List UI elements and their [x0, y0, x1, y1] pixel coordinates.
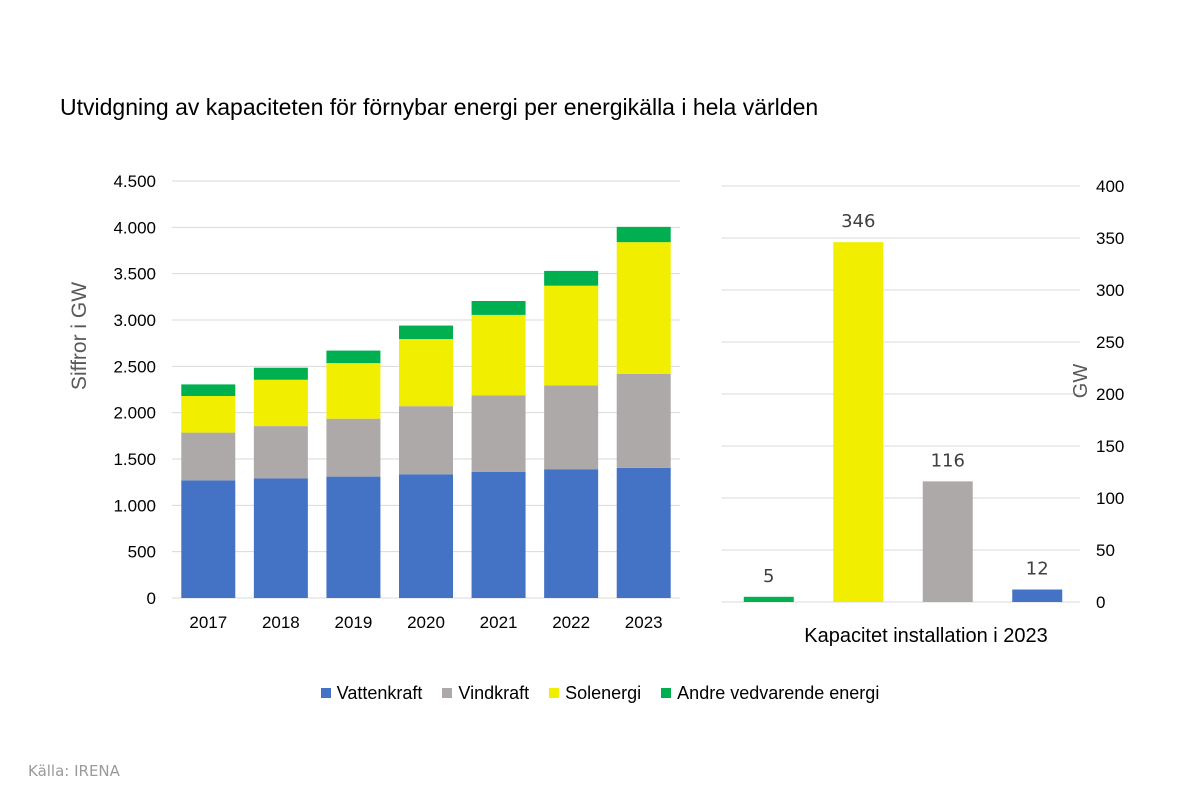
legend-label: Vattenkraft: [336, 682, 423, 703]
right-y-tick-label: 150: [1096, 437, 1124, 456]
legend-item-solenergi: Solenergi: [549, 683, 641, 704]
legend-label: Solenergi: [565, 682, 642, 703]
right-data-label: 12: [1026, 559, 1049, 580]
left-x-tick-label: 2017: [189, 613, 227, 632]
bar-2017-solenergi: [181, 395, 236, 433]
left-y-axis-label: Siffror i GW: [68, 282, 91, 390]
chart-title: Utvidgning av kapaciteten för förnybar e…: [60, 94, 819, 120]
right-data-label: 346: [841, 211, 875, 232]
bar-2023-vindkraft: [922, 481, 973, 602]
right-y-axis-label: GW: [1070, 364, 1092, 399]
bar-2023-vindkraft: [616, 373, 671, 468]
source-note: Källa: IRENA: [28, 762, 120, 780]
bar-2022-solenergi: [544, 285, 599, 386]
legend-label: Vindkraft: [458, 682, 530, 703]
stacked-capacity-chart: 0 500 1.000 1.500 2.000 2.500 3.000 3.500 4.000 4…: [68, 172, 680, 632]
bar-2017-vindkraft: [181, 432, 236, 481]
left-y-tick-label: 1.500: [113, 450, 156, 469]
left-x-tick-label: 2022: [552, 613, 590, 632]
legend-item-vattenkraft: Vattenkraft: [320, 682, 423, 704]
left-y-tick-label: 3.000: [113, 311, 156, 330]
bar-2022-vindkraft: [544, 385, 599, 470]
left-y-tick-label: 2.500: [113, 357, 156, 376]
legend-label: Andre vedvarende energi: [677, 682, 880, 703]
bar-2023-solenergi: [833, 242, 884, 602]
right-y-tick-label: 250: [1096, 333, 1124, 352]
legend: Vattenkraft Vindkraft Solenergi Andre vedva…: [0, 682, 1200, 704]
right-data-label: 5: [763, 566, 774, 587]
bar-2018-solenergi: [253, 379, 308, 427]
left-y-tick-label: 500: [128, 543, 156, 562]
bar-2023-vattenkraft: [1012, 589, 1063, 602]
bar-2020-solenergi: [399, 338, 453, 407]
left-y-tick-label: 3.500: [113, 265, 156, 284]
left-y-tick-label: 4.500: [113, 172, 156, 191]
bar-2022-andre-vedvarende-energi: [544, 270, 599, 286]
bar-2017-andre-vedvarende-energi: [181, 384, 236, 396]
bar-2019-andre-vedvarende-energi: [326, 350, 381, 364]
left-y-tick-label: 4.000: [113, 218, 156, 237]
bar-2023-andre-vedvarende-energi: [616, 226, 671, 243]
right-y-tick-label: 50: [1096, 541, 1115, 560]
legend-swatch: [320, 688, 331, 698]
left-y-tick-label: 1.000: [113, 496, 156, 515]
left-x-tick-label: 2019: [335, 613, 373, 632]
bar-2023-solenergi: [616, 242, 671, 374]
bar-2021-vattenkraft: [471, 471, 526, 598]
left-x-tick-label: 2018: [262, 613, 300, 632]
legend-swatch: [442, 688, 453, 698]
bar-2018-andre-vedvarende-energi: [253, 367, 308, 380]
bar-2017-vattenkraft: [181, 480, 236, 598]
right-y-tick-label: 200: [1096, 385, 1124, 404]
left-y-tick-label: 2.000: [113, 404, 156, 423]
left-x-tick-label: 2021: [480, 613, 518, 632]
right-y-tick-label: 400: [1096, 177, 1124, 196]
bar-2019-solenergi: [326, 363, 381, 419]
bar-2018-vindkraft: [253, 426, 308, 479]
bar-2018-vattenkraft: [253, 478, 308, 598]
right-x-axis-label: Kapacitet installation i 2023: [804, 625, 1048, 647]
bar-2020-vattenkraft: [399, 474, 453, 598]
bar-2023-vattenkraft: [616, 467, 671, 598]
legend-item-vindkraft: Vindkraft: [442, 683, 529, 704]
right-y-tick-label: 350: [1096, 229, 1124, 248]
bar-2020-andre-vedvarende-energi: [399, 325, 453, 339]
bar-2021-solenergi: [471, 314, 526, 396]
right-y-tick-label: 100: [1096, 489, 1124, 508]
bar-2021-andre-vedvarende-energi: [471, 301, 526, 315]
right-y-tick-label: 0: [1096, 593, 1105, 612]
bar-2021-vindkraft: [471, 395, 526, 472]
left-x-tick-label: 2020: [407, 613, 445, 632]
left-x-tick-label: 2023: [625, 613, 663, 632]
legend-swatch: [661, 688, 672, 698]
bar-2020-vindkraft: [399, 406, 453, 475]
bar-2019-vattenkraft: [326, 476, 381, 598]
bar-2023-andre-vedvarende-energi: [743, 596, 794, 602]
left-y-tick-label: 0: [147, 589, 156, 608]
installation-2023-chart: 0 50 100 150 200 250 300 350 400 5 346 116 12 Kapacit…: [722, 177, 1124, 647]
right-data-label: 116: [931, 450, 965, 471]
bar-2019-vindkraft: [326, 418, 381, 477]
right-y-tick-label: 300: [1096, 281, 1124, 300]
bar-2022-vattenkraft: [544, 469, 599, 598]
legend-item-andre-vedvarende-energi: Andre vedvarende energi: [661, 683, 879, 704]
legend-swatch: [549, 688, 560, 698]
